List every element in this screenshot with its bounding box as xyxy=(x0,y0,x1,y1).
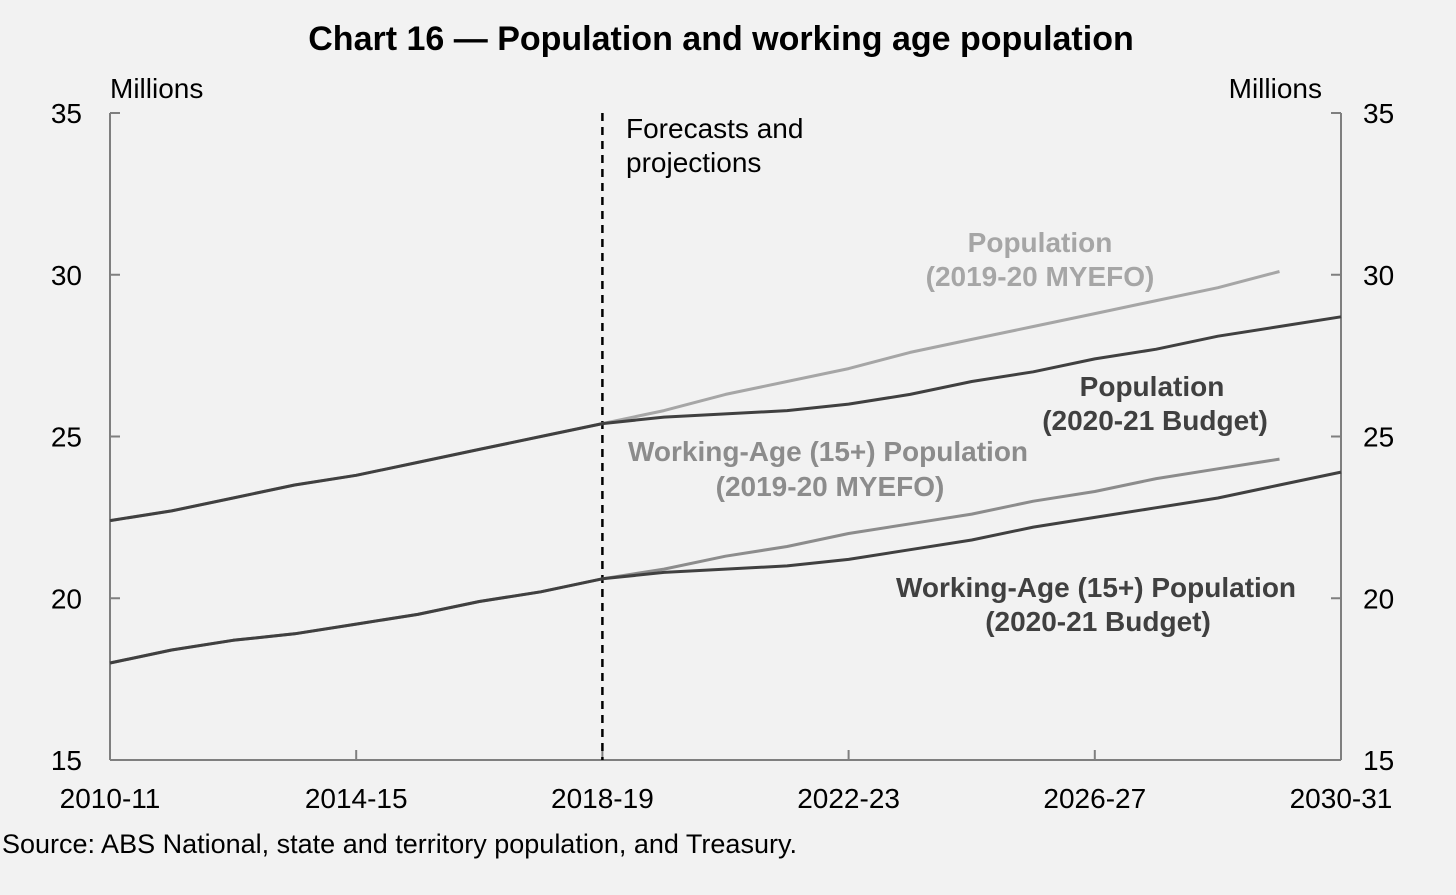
left-y-tick-label: 35 xyxy=(51,98,82,129)
right-y-tick-label: 20 xyxy=(1363,583,1394,614)
forecast-label-line-2: projections xyxy=(626,147,761,178)
series-label-working-age-budget-2: (2020-21 Budget) xyxy=(985,606,1211,637)
right-y-tick-label: 30 xyxy=(1363,260,1394,291)
x-tick-label: 2026-27 xyxy=(1043,783,1146,814)
right-y-tick-label: 35 xyxy=(1363,98,1394,129)
left-y-tick-label: 20 xyxy=(51,583,82,614)
x-tick-label: 2030-31 xyxy=(1290,783,1393,814)
left-axis-unit: Millions xyxy=(110,73,203,104)
series-line-working-age-budget xyxy=(109,470,1342,665)
series-label-population-budget-2: (2020-21 Budget) xyxy=(1042,405,1268,436)
x-tick-label: 2022-23 xyxy=(797,783,900,814)
source-note: Source: ABS National, state and territor… xyxy=(2,829,797,859)
left-y-tick-label: 30 xyxy=(51,260,82,291)
axes: 15 15 20 20 25 25 30 30 35 35 2010-11 2014-15 2018-1… xyxy=(51,98,1394,814)
series-label-working-age-budget-1: Working-Age (15+) Population xyxy=(896,572,1296,603)
right-axis-unit: Millions xyxy=(1229,73,1322,104)
series-lines xyxy=(109,270,1342,665)
right-y-tick-label: 25 xyxy=(1363,422,1394,453)
x-tick-label: 2010-11 xyxy=(60,783,161,814)
chart-title: Chart 16 — Population and working age po… xyxy=(308,20,1133,58)
series-label-population-myefo-2: (2019-20 MYEFO) xyxy=(926,261,1155,292)
left-y-tick-label: 15 xyxy=(51,745,82,776)
x-tick-label: 2018-19 xyxy=(551,783,654,814)
series-label-working-age-myefo-1: Working-Age (15+) Population xyxy=(628,436,1028,467)
series-line-population-budget xyxy=(109,315,1342,523)
series-label-population-budget-1: Population xyxy=(1080,371,1225,402)
series-label-population-myefo-1: Population xyxy=(968,227,1113,258)
right-y-tick-label: 15 xyxy=(1363,745,1394,776)
x-tick-label: 2014-15 xyxy=(305,783,408,814)
series-label-working-age-myefo-2: (2019-20 MYEFO) xyxy=(716,471,945,502)
left-y-tick-label: 25 xyxy=(51,422,82,453)
forecast-label-line-1: Forecasts and xyxy=(626,113,803,144)
